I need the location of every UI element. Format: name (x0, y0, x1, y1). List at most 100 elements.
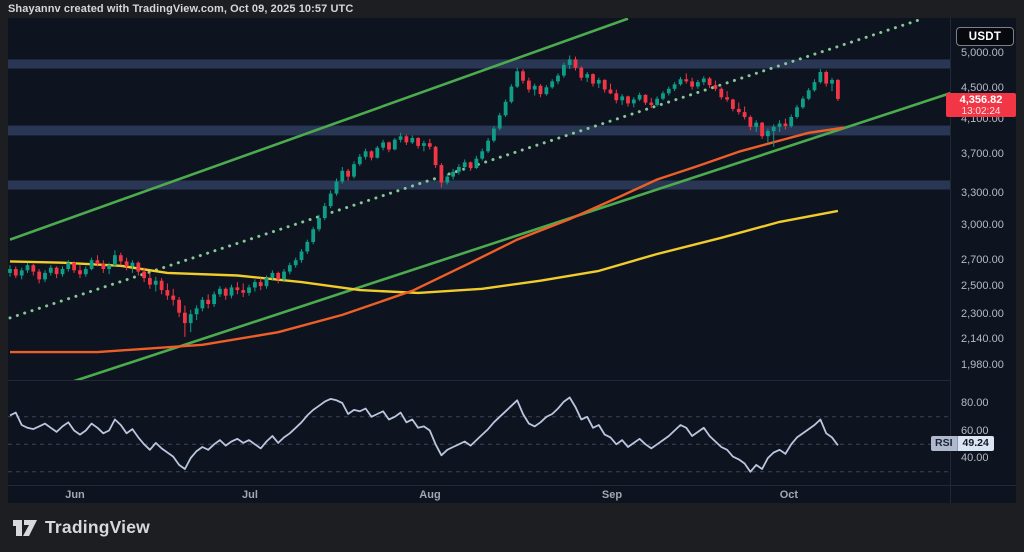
price-chart-canvas[interactable] (8, 18, 950, 380)
candle-body (107, 265, 111, 269)
candle-body (684, 79, 689, 82)
candle-body (287, 265, 292, 272)
candle-body (159, 280, 164, 291)
candle-body (701, 78, 706, 83)
time-axis[interactable]: Jun Jul Aug Sep Oct (8, 485, 1016, 503)
price-axis-label: 3,000.00 (961, 218, 1004, 231)
channel-bottom-trendline[interactable] (68, 91, 950, 380)
candle-body (136, 262, 141, 272)
candle-body (241, 290, 246, 293)
candle-body (392, 139, 397, 150)
time-axis-label-oct: Oct (779, 489, 799, 501)
candle-body (725, 97, 729, 100)
candle-body (369, 151, 374, 158)
candle-body (480, 151, 485, 159)
candle-body (643, 94, 648, 103)
candle-body (760, 122, 764, 137)
candle-body (37, 271, 42, 280)
tradingview-logo-text: TradingView (45, 517, 150, 537)
candle-body (556, 75, 560, 82)
candle-body (43, 272, 47, 280)
candle-body (521, 71, 525, 81)
candle-body (311, 229, 316, 242)
ma-orange-line[interactable] (10, 126, 844, 354)
candle-body (474, 158, 479, 168)
candle-body (305, 241, 310, 252)
candle-body (101, 263, 106, 269)
candle-body (223, 288, 228, 296)
candle-body (806, 90, 811, 99)
candle-body (777, 123, 782, 127)
candle-body (754, 122, 759, 127)
candle-body (410, 138, 415, 143)
candle-body (713, 85, 718, 89)
candle-body (340, 170, 345, 182)
candle-body (626, 96, 630, 104)
candle-body (544, 87, 549, 95)
candle-body (562, 64, 566, 76)
candle-body (346, 170, 350, 177)
price-axis-label: 1,980.00 (961, 358, 1004, 371)
candle-body (427, 143, 432, 147)
time-axis-label-jul: Jul (242, 489, 258, 501)
price-axis-label: 5,000.00 (961, 46, 1004, 59)
candle-body (177, 299, 181, 313)
supply-demand-zone[interactable] (8, 180, 950, 190)
supply-demand-zone[interactable] (8, 59, 950, 69)
candle-body (148, 278, 152, 285)
candle-body (771, 126, 776, 132)
candle-body (363, 151, 368, 157)
rsi-axis-label: 60.00 (961, 424, 989, 437)
price-axis-label: 3,700.00 (961, 148, 1004, 160)
candle-body (614, 93, 619, 101)
rsi-line[interactable] (9, 396, 839, 473)
candle-body (824, 72, 829, 84)
rsi-indicator-label: RSI (931, 436, 958, 451)
candle-body (293, 260, 298, 266)
candle-body (736, 108, 741, 113)
candle-body (387, 142, 391, 150)
price-axis-label: 2,300.00 (961, 308, 1004, 321)
ma-yellow-line[interactable] (9, 209, 839, 295)
candle-body (818, 72, 823, 83)
candle-body (527, 80, 531, 90)
candle-body (171, 295, 176, 300)
candle-body (836, 79, 840, 99)
candle-body (596, 79, 601, 84)
currency-button[interactable]: USDT (956, 27, 1014, 46)
price-axis-label: 2,700.00 (961, 254, 1004, 267)
candle-body (328, 193, 333, 207)
candle-body (515, 71, 520, 87)
candle-body (631, 99, 636, 104)
candle-body (299, 251, 304, 261)
footer-bar: TradingView (0, 503, 1024, 552)
candle-body (672, 84, 677, 89)
candle-body (218, 288, 222, 295)
candle-body (445, 176, 450, 183)
channel-top-trendline[interactable] (9, 18, 629, 241)
candle-body (538, 85, 543, 95)
price-axis-label: 3,300.00 (961, 186, 1004, 199)
tradingview-logo-icon (13, 519, 37, 536)
price-axis-label: 2,140.00 (961, 332, 1004, 345)
candle-body (153, 280, 158, 285)
candle-body (206, 299, 211, 304)
candle-body (666, 88, 671, 94)
candle-body (78, 270, 82, 275)
candle-body (497, 115, 502, 129)
supply-demand-zone[interactable] (8, 125, 950, 136)
candle-body (457, 167, 461, 172)
candle-body (789, 117, 794, 127)
rsi-pane-canvas[interactable] (8, 380, 950, 485)
candle-body (649, 102, 654, 105)
candle-body (468, 162, 473, 168)
tradingview-logo-link[interactable]: TradingView (12, 517, 150, 539)
candle-body (661, 93, 665, 99)
candle-body (60, 269, 65, 275)
price-axis[interactable]: 5,000.00 4,500.00 4,100.00 3,700.00 3,300.00… (950, 18, 1016, 503)
candle-body (812, 82, 817, 91)
candle-body (731, 99, 735, 109)
rsi-value-badge: RSI 49.24 (931, 436, 994, 451)
candle-body (317, 218, 321, 230)
